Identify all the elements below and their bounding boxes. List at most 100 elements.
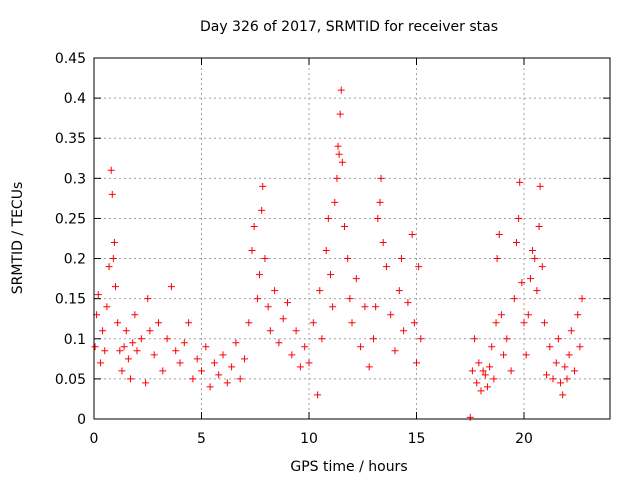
data-point <box>96 359 104 367</box>
data-point <box>404 299 412 307</box>
data-point <box>336 110 344 118</box>
data-point <box>522 351 530 359</box>
data-point <box>543 371 551 379</box>
data-point <box>377 174 385 182</box>
data-point <box>219 351 227 359</box>
y-tick-label: 0.3 <box>64 171 86 187</box>
data-point <box>146 327 154 335</box>
data-point <box>559 391 567 399</box>
data-point <box>228 363 236 371</box>
data-point <box>245 319 253 327</box>
data-point <box>571 367 579 375</box>
data-point <box>529 247 537 255</box>
data-point <box>415 263 423 271</box>
data-point <box>279 315 287 323</box>
data-point <box>337 86 345 94</box>
plot-frame <box>93 57 611 420</box>
data-point <box>159 367 167 375</box>
data-point <box>395 287 403 295</box>
data-point <box>387 311 395 319</box>
data-point <box>185 319 193 327</box>
y-tick-label: 0.25 <box>55 211 86 227</box>
y-tick-label: 0.4 <box>64 91 86 107</box>
data-point <box>324 214 332 222</box>
data-point <box>107 166 115 174</box>
data-point <box>94 291 102 299</box>
data-point <box>379 239 387 247</box>
data-point <box>507 367 515 375</box>
data-point <box>413 359 420 367</box>
data-point <box>91 343 99 351</box>
data-point <box>232 339 240 347</box>
data-point <box>288 351 296 359</box>
data-point <box>576 343 584 351</box>
data-point <box>193 355 201 363</box>
data-point <box>518 279 526 287</box>
data-point <box>400 327 408 335</box>
data-point <box>549 375 557 383</box>
data-point <box>133 347 141 355</box>
data-point <box>122 327 130 335</box>
data-point <box>236 375 244 383</box>
data-point <box>536 182 544 190</box>
data-point <box>410 319 418 327</box>
y-tick-label: 0.45 <box>55 51 86 67</box>
data-point <box>567 327 575 335</box>
data-point <box>131 311 139 319</box>
data-point <box>524 311 532 319</box>
data-point <box>372 303 380 311</box>
data-point <box>563 375 571 383</box>
data-point <box>301 343 309 351</box>
data-point <box>198 367 205 375</box>
data-point <box>223 379 231 387</box>
data-point <box>105 263 113 271</box>
data-point <box>344 255 352 263</box>
data-point <box>512 239 520 247</box>
x-axis-label: GPS time / hours <box>290 459 407 475</box>
data-point <box>101 347 109 355</box>
data-point <box>314 391 322 399</box>
data-point <box>370 335 377 343</box>
data-point <box>253 295 261 303</box>
data-point <box>471 335 479 343</box>
data-point <box>565 351 573 359</box>
data-point <box>479 367 487 375</box>
data-point <box>120 343 128 351</box>
data-point <box>275 339 283 347</box>
data-point <box>535 222 543 230</box>
data-point <box>357 343 365 351</box>
data-point <box>483 383 491 391</box>
data-point <box>241 355 248 363</box>
data-point <box>488 343 496 351</box>
chart-title: Day 326 of 2017, SRMTID for receiver sta… <box>200 19 498 35</box>
data-point <box>481 371 489 379</box>
data-point <box>516 178 524 186</box>
data-point <box>338 158 346 166</box>
data-point <box>468 367 476 375</box>
x-tick-label: 10 <box>300 431 318 447</box>
data-point <box>574 311 582 319</box>
data-point <box>116 347 124 355</box>
data-point <box>256 271 264 279</box>
data-point <box>329 303 337 311</box>
data-point <box>318 335 326 343</box>
data-point <box>531 255 539 263</box>
data-point <box>346 295 354 303</box>
data-point <box>546 343 554 351</box>
data-point <box>495 230 503 238</box>
data-points <box>91 86 586 421</box>
data-point <box>540 319 548 327</box>
data-point <box>202 343 210 351</box>
data-point <box>258 206 266 214</box>
data-point <box>374 214 382 222</box>
data-point <box>561 363 569 371</box>
data-point <box>264 303 272 311</box>
data-point <box>189 375 197 383</box>
data-point <box>520 319 528 327</box>
data-point <box>248 247 256 255</box>
data-point <box>284 299 291 307</box>
data-point <box>554 335 562 343</box>
data-point <box>259 182 267 190</box>
